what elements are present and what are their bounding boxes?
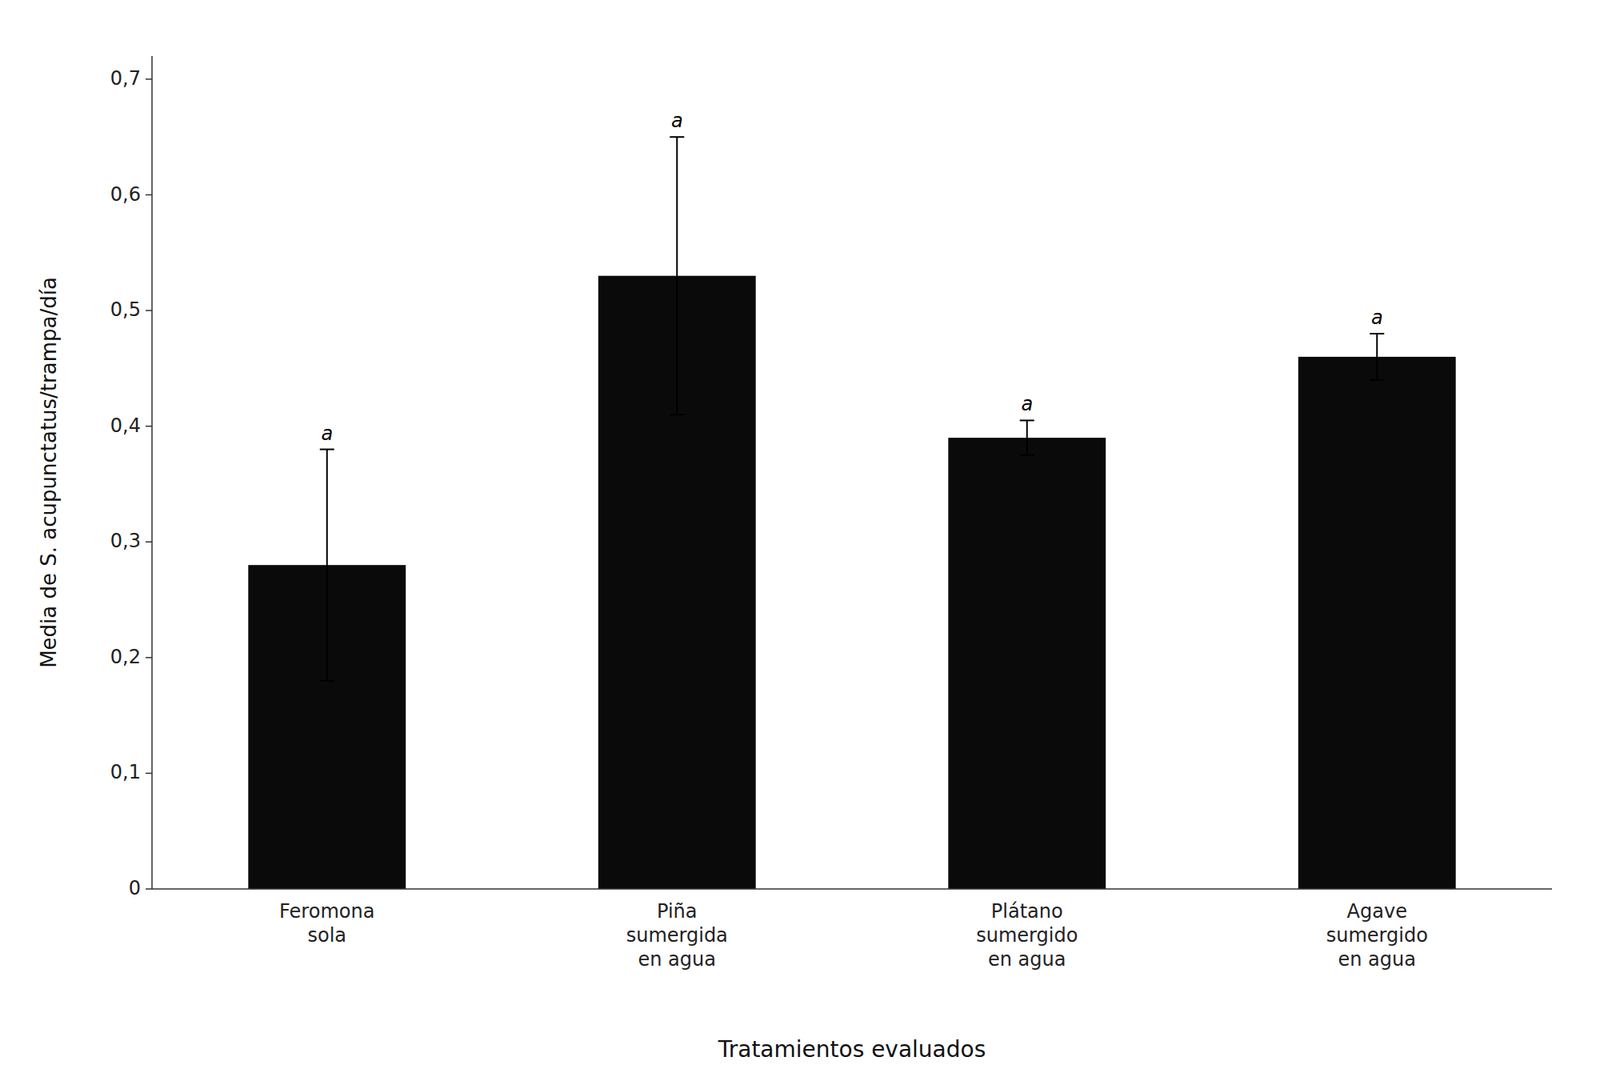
error-cap	[1020, 454, 1035, 456]
chart: a a a a 0 0,1 0,2 0,3 0,4 0,5 0,6 0,7 Feromonasola Pi…	[0, 0, 1600, 1089]
y-tick-label: 0,7	[110, 67, 141, 90]
error-cap	[320, 448, 335, 451]
error-bar	[669, 136, 684, 415]
y-tick	[145, 541, 152, 544]
y-tick	[145, 656, 152, 659]
significance-label: a	[1020, 392, 1033, 416]
error-cap	[669, 413, 684, 416]
error-line	[1026, 420, 1028, 455]
x-tick-label-line: Piña	[656, 900, 698, 923]
axes: 00,10,20,30,40,50,60,7FeromonasolaPiñasu…	[110, 56, 1552, 971]
x-tick-label-line: Plátano	[991, 900, 1064, 923]
error-line	[1376, 333, 1378, 380]
error-cap	[1369, 379, 1384, 381]
y-tick-label: 0,5	[110, 298, 141, 321]
y-tick-label: 0,2	[110, 645, 141, 668]
error-bar	[1369, 333, 1384, 380]
x-tick-label-line: sumergido	[1326, 924, 1428, 947]
x-tick-label-line: Feromona	[279, 900, 375, 923]
error-line	[326, 449, 328, 681]
x-tick-label-line: en agua	[988, 948, 1066, 971]
error-bar	[1020, 420, 1035, 455]
significance-labels: a a a a	[320, 109, 1383, 444]
significance-label: a	[320, 422, 333, 445]
error-bar	[320, 449, 335, 681]
bar	[948, 437, 1106, 889]
y-tick	[145, 194, 152, 196]
error-cap	[1369, 332, 1384, 335]
error-cap	[320, 680, 335, 682]
significance-label: a	[671, 109, 684, 132]
chart-container: a a a a 0 0,1 0,2 0,3 0,4 0,5 0,6 0,7 Feromonasola Pi…	[0, 0, 1600, 1089]
y-tick-label: 0,6	[110, 183, 141, 206]
x-tick-label-line: sumergido	[976, 924, 1078, 947]
y-tick	[145, 425, 152, 428]
x-tick-label-line: Agave	[1347, 900, 1408, 923]
x-tick-label-line: en agua	[1338, 948, 1416, 971]
error-cap	[669, 136, 684, 138]
marks	[248, 136, 1456, 889]
page: {"chart_data": {"type": "bar", "categori…	[0, 0, 1600, 1089]
x-tick-label-line: sola	[307, 924, 347, 947]
y-tick	[145, 78, 152, 80]
significance-label: a	[1371, 306, 1384, 329]
error-cap	[1020, 419, 1035, 421]
error-line	[676, 136, 678, 415]
x-tick-label-line: en agua	[638, 948, 716, 971]
bar	[1298, 356, 1456, 889]
y-tick	[145, 772, 152, 775]
x-axis-line	[152, 888, 1552, 890]
x-axis-label: Tratamientos evaluados	[717, 1036, 987, 1063]
y-tick	[145, 888, 152, 890]
y-tick-label: 0,3	[110, 529, 141, 552]
x-tick-label-line: sumergida	[626, 924, 728, 947]
x-tick-label: Plátanosumergidoen agua	[976, 900, 1078, 971]
y-tick-label: 0,4	[110, 414, 141, 437]
y-tick-label: 0,1	[110, 760, 141, 784]
y-tick-label: 0	[128, 876, 141, 900]
y-tick	[145, 309, 152, 312]
x-tick-label: Feromonasola	[279, 900, 375, 947]
y-axis-label: Media de S. acupunctatus/trampa/día	[36, 276, 61, 668]
x-tick-label: Agavesumergidoen agua	[1326, 900, 1428, 971]
x-tick-label: Piñasumergidaen agua	[626, 900, 728, 971]
y-axis-line	[151, 56, 153, 889]
